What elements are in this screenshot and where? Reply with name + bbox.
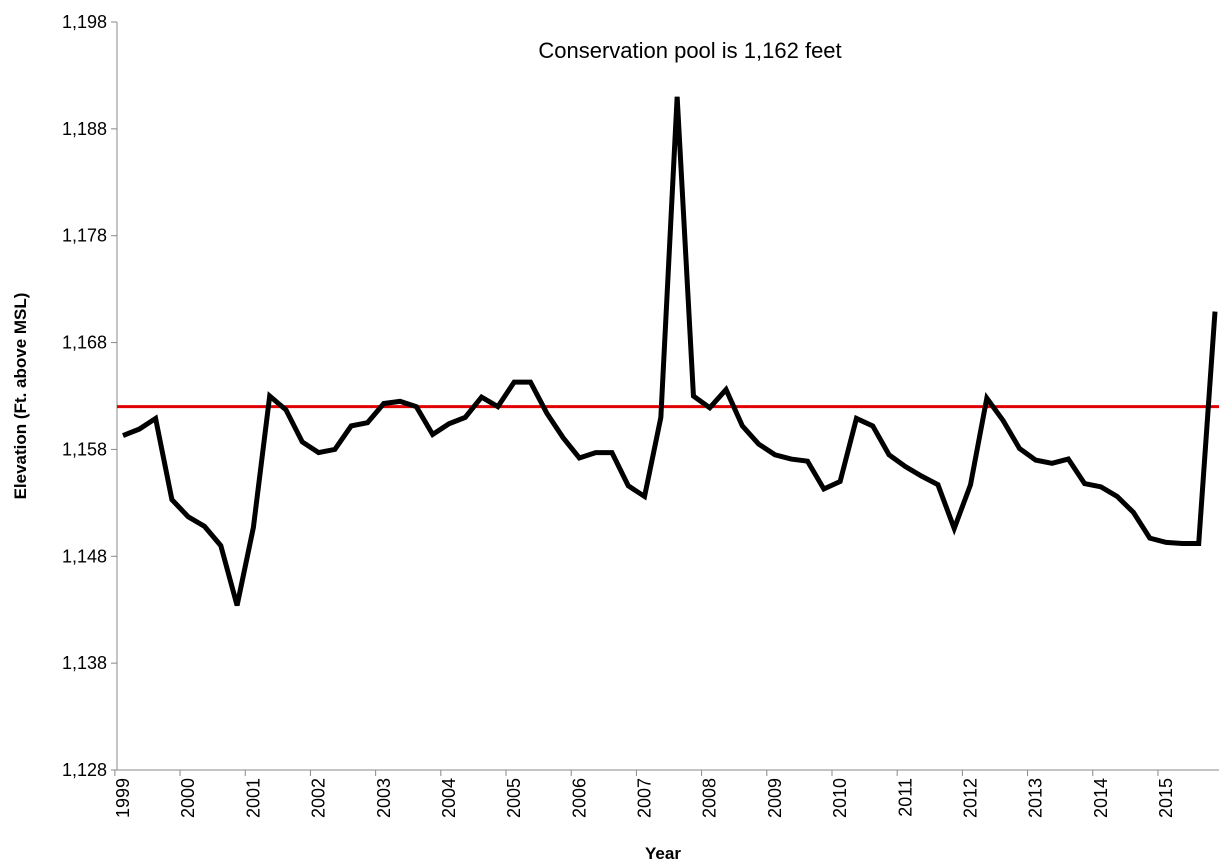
x-tick-label: 2014 <box>1091 778 1111 818</box>
annotation: Conservation pool is 1,162 feet <box>538 38 841 63</box>
x-axis-title: Year <box>645 844 681 863</box>
x-tick-label: 2000 <box>178 778 198 818</box>
y-tick-label: 1,198 <box>62 12 107 32</box>
x-tick-label: 2002 <box>309 778 329 818</box>
x-tick-label: 2007 <box>635 778 655 818</box>
x-tick-label: 2011 <box>895 778 915 817</box>
x-tick-label: 2001 <box>243 778 263 818</box>
y-tick-label: 1,188 <box>62 119 107 139</box>
y-axis-title: Elevation (Ft. above MSL) <box>11 293 30 500</box>
x-tick-label: 2005 <box>504 778 524 818</box>
x-tick-label: 2009 <box>765 778 785 818</box>
y-tick-label: 1,138 <box>62 653 107 673</box>
x-tick-label: 2006 <box>569 778 589 818</box>
y-tick-label: 1,178 <box>62 226 107 246</box>
y-tick-label: 1,158 <box>62 439 107 459</box>
x-tick-label: 2015 <box>1156 778 1176 818</box>
x-tick-label: 2012 <box>961 778 981 818</box>
x-tick-label: 1999 <box>113 778 133 818</box>
x-tick-label: 2013 <box>1026 778 1046 818</box>
y-tick-label: 1,148 <box>62 546 107 566</box>
y-tick-label: 1,168 <box>62 333 107 353</box>
x-tick-label: 2004 <box>439 778 459 818</box>
y-tick-label: 1,128 <box>62 760 107 780</box>
x-tick-label: 2003 <box>374 778 394 818</box>
data-line <box>122 96 1218 607</box>
x-tick-label: 2010 <box>830 778 850 818</box>
x-tick-label: 2008 <box>700 778 720 818</box>
